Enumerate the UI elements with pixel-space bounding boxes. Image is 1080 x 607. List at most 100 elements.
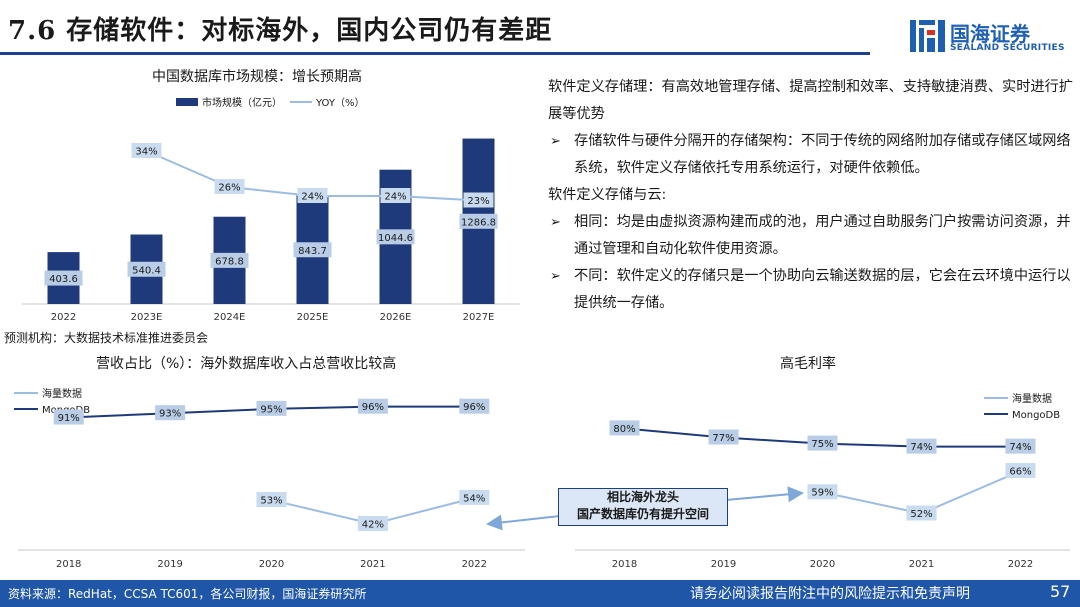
data-label-bg	[256, 400, 287, 416]
revenue-share-chart: 海量数据 MongoDB 2018201920202021202253%42%5…	[14, 387, 525, 570]
data-label-bg	[256, 492, 287, 508]
legend-bar-label: 市场规模（亿元）	[202, 96, 282, 109]
x-tick-label: 2023E	[131, 312, 163, 323]
text-bullet-1-content: 存储软件与硬件分隔开的存储架构：不同于传统的网络附加存储或存储区域网络系统，软件…	[574, 133, 1071, 176]
analysis-text: 软件定义存储理：有高效地管理存储、提高控制和效率、支持敏捷消费、实时进行扩展等优…	[548, 74, 1076, 317]
x-tick-label: 2022	[1008, 559, 1033, 570]
arrow-bullet-icon: ➢	[550, 134, 561, 149]
text-bullet-1: ➢ 存储软件与硬件分隔开的存储架构：不同于传统的网络附加存储或存储区域网络系统，…	[548, 128, 1076, 182]
callout-arrow-left	[486, 514, 561, 531]
yoy-data-label: 24%	[384, 192, 406, 203]
callout-box: 相比海外龙头 国产数据库仍有提升空间	[558, 488, 728, 526]
x-tick-label: 2024E	[214, 312, 246, 323]
market-chart-title: 中国数据库市场规模：增长预期高	[152, 69, 362, 85]
text-paragraph-1: 软件定义存储理：有高效地管理存储、提高控制和效率、支持敏捷消费、实时进行扩展等优…	[548, 79, 1073, 122]
x-tick-label: 2018	[612, 559, 637, 570]
bar-data-label-bg	[293, 242, 332, 258]
yoy-data-label: 26%	[218, 183, 240, 194]
x-tick-label: 2019	[711, 559, 736, 570]
data-label-bg	[906, 438, 937, 454]
arrow-bullet-icon: ➢	[550, 215, 561, 230]
title-divider	[0, 52, 870, 55]
data-label-bg	[357, 398, 388, 414]
legend-label: MongoDB	[1012, 410, 1060, 421]
bar-data-label: 403.6	[49, 274, 78, 285]
company-logo: 国海证券 SEALAND SECURITIES	[908, 16, 1068, 56]
bar-data-label: 540.4	[132, 265, 161, 276]
x-tick-label: 2018	[56, 559, 81, 570]
bar-data-label: 678.8	[215, 256, 244, 267]
data-label-bg	[357, 515, 388, 531]
x-tick-label: 2021	[909, 559, 934, 570]
data-label-bg	[459, 489, 490, 505]
yoy-label-bg	[463, 192, 494, 208]
data-label-bg	[609, 420, 640, 436]
page-number: 57	[1050, 582, 1071, 601]
legend: 海量数据 MongoDB	[984, 392, 1060, 421]
x-tick-label: 2026E	[380, 312, 412, 323]
data-label-bg	[807, 484, 838, 500]
callout-arrows	[486, 486, 804, 531]
text-bullet-3: ➢ 不同：软件定义的存储只是一个协助向云输送数据的层，它会在云环境中运行以提供统…	[548, 263, 1076, 317]
x-tick-label: 2025E	[297, 312, 329, 323]
bar-data-label-bg	[210, 252, 249, 268]
data-label-bg	[53, 409, 84, 425]
arrow-bullet-icon: ➢	[550, 269, 561, 284]
text-bullet-2-content: 相同：均是由虚拟资源构建而成的池，用户通过自助服务门户按需访问资源，并通过管理和…	[574, 214, 1071, 257]
gross-margin-chart-title: 高毛利率	[780, 356, 836, 372]
data-label-bg	[906, 505, 937, 521]
text-bullet-3-content: 不同：软件定义的存储只是一个协助向云输送数据的层，它会在云环境中运行以提供统一存…	[574, 268, 1071, 311]
data-label: 54%	[463, 493, 485, 504]
footer-source: 资料来源：RedHat，CCSA TC601，各公司财报，国海证券研究所	[8, 587, 367, 601]
x-tick-label: 2020	[810, 559, 835, 570]
data-label: 59%	[811, 488, 833, 499]
data-label: 74%	[910, 442, 932, 453]
logo-name-en: SEALAND SECURITIES	[950, 43, 1065, 53]
market-size-chart: 市场规模（亿元） YOY（%） 2022 2023E 2024E 2025E 2026E…	[22, 96, 520, 323]
data-label-bg	[1005, 438, 1036, 454]
yoy-label-bg	[380, 188, 411, 203]
yoy-data-label: 24%	[301, 192, 323, 203]
x-tick-label: 2022	[51, 312, 76, 323]
forecast-source: 预测机构：大数据技术标准推进委员会	[4, 331, 209, 345]
page-title: 7.6 存储软件：对标海外，国内公司仍有差距	[8, 16, 553, 46]
bar-data-label-bg	[376, 229, 415, 245]
data-label: 96%	[463, 402, 485, 413]
legend: 市场规模（亿元） YOY（%）	[176, 96, 365, 109]
data-label-bg	[1005, 462, 1036, 478]
revenue-share-chart-title: 营收占比（%）：海外数据库收入占总营收比较高	[96, 356, 397, 372]
legend-bar-swatch	[176, 98, 198, 106]
footer-bar	[0, 580, 1080, 607]
data-label: 80%	[613, 424, 635, 435]
x-tick-label: 2020	[259, 559, 284, 570]
x-tick-label: 2027E	[463, 312, 495, 323]
gross-margin-chart: 海量数据 MongoDB 2018 2019 2020 2021 2022 59% 52% 6…	[575, 392, 1070, 570]
bar-data-label-bg	[44, 270, 83, 286]
yoy-data-label: 23%	[467, 196, 489, 207]
yoy-label-bg	[214, 179, 245, 194]
yoy-label-bg	[297, 188, 328, 203]
data-label: 52%	[910, 509, 932, 520]
legend-label: 海量数据	[1012, 392, 1052, 405]
callout-line-2: 国产数据库仍有提升空间	[576, 507, 709, 521]
legend-line-label: YOY（%）	[315, 97, 365, 109]
data-label: 75%	[811, 439, 833, 450]
bar-data-label: 1044.6	[378, 233, 413, 244]
bar-data-label-bg	[127, 261, 166, 277]
data-label: 66%	[1009, 466, 1031, 477]
data-label: 53%	[260, 496, 282, 507]
bar-data-label: 1286.8	[461, 217, 496, 228]
data-label-bg	[807, 435, 838, 451]
x-tick-label: 2022	[462, 559, 487, 570]
data-label: 96%	[362, 402, 384, 413]
yoy-data-label: 34%	[135, 147, 157, 158]
logo-name-cn: 国海证券	[950, 22, 1030, 46]
data-label: 91%	[58, 413, 80, 424]
yoy-label-bg	[131, 143, 162, 158]
data-label: 74%	[1009, 442, 1031, 453]
bar-data-label: 843.7	[298, 246, 327, 257]
bar-data-label-bg	[459, 213, 498, 229]
data-label-bg	[155, 405, 186, 421]
callout-line-1: 相比海外龙头	[606, 490, 679, 504]
data-label: 42%	[362, 519, 384, 530]
